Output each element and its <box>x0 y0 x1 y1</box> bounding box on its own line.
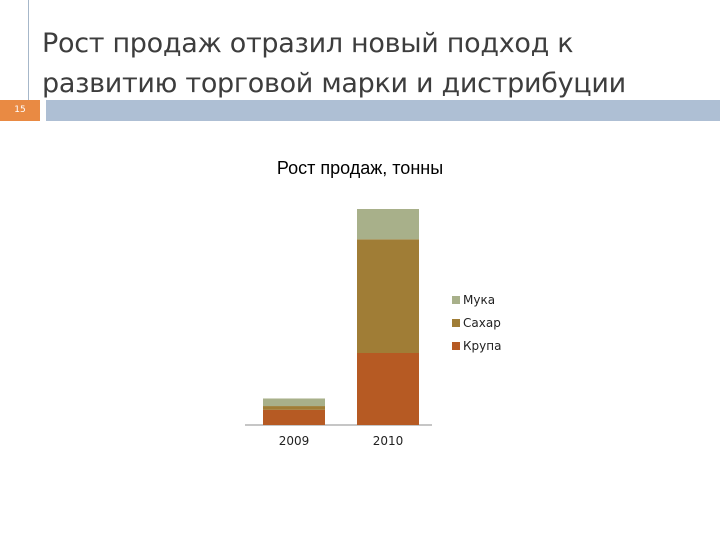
title-left-rule <box>28 0 29 110</box>
bar-segment <box>357 353 419 425</box>
slide-number: 15 <box>14 105 26 115</box>
bar-segment <box>357 239 419 353</box>
bar-segment <box>263 406 325 410</box>
header-accent-bar <box>46 100 720 121</box>
chart-title: Рост продаж, тонны <box>276 158 444 178</box>
legend-swatch <box>452 318 460 327</box>
legend-item: Мука <box>452 288 501 311</box>
bar-segment <box>357 209 419 240</box>
legend-label: Мука <box>463 292 496 307</box>
chart-legend: Мука Сахар Крупа <box>452 288 501 357</box>
x-tick-label: 2010 <box>373 434 404 448</box>
legend-label: Крупа <box>463 338 502 353</box>
legend-swatch <box>452 341 460 350</box>
legend-item: Крупа <box>452 334 501 357</box>
legend-swatch <box>452 295 460 304</box>
slide-number-badge <box>0 100 40 121</box>
legend-item: Сахар <box>452 311 501 334</box>
slide-title: Рост продаж отразил новый подход к разви… <box>42 28 626 99</box>
x-tick-label: 2009 <box>279 434 310 448</box>
bar-segment <box>263 398 325 407</box>
legend-label: Сахар <box>463 315 501 330</box>
bar-segment <box>263 409 325 425</box>
